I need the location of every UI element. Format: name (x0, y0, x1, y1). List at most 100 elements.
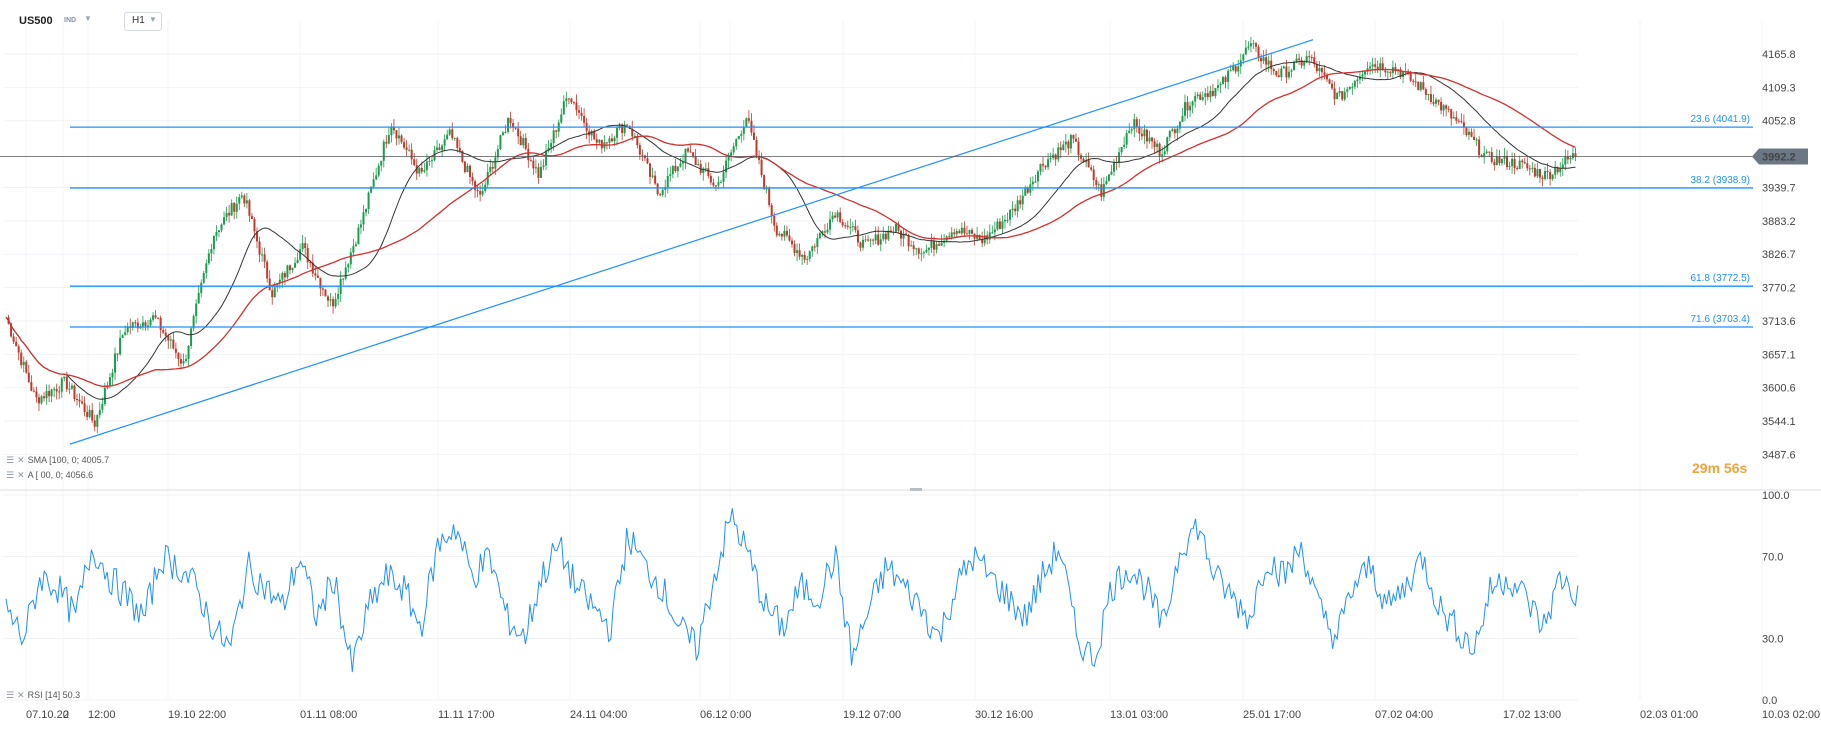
candle-body (114, 353, 117, 373)
candle-body (578, 110, 581, 113)
candle-body (425, 161, 428, 171)
candle-body (570, 98, 573, 103)
candle-body (732, 146, 735, 153)
candle-body (327, 296, 330, 301)
candle-body (846, 225, 849, 227)
candle-body (240, 195, 243, 198)
candle-body (441, 145, 444, 151)
candle-body (1189, 105, 1192, 111)
candle-body (922, 252, 925, 254)
candle-body (1097, 184, 1100, 186)
candle-body (1128, 130, 1131, 134)
candle-body (205, 263, 208, 274)
candle-body (793, 244, 796, 253)
candle-body (902, 233, 905, 239)
candle-body (727, 155, 730, 161)
candle-body (1171, 129, 1174, 132)
timeframe-selector[interactable]: H1 ▼ (124, 12, 162, 31)
candle-body (907, 235, 910, 247)
candle-body (45, 391, 48, 399)
candle-body (1389, 71, 1392, 74)
list-icon[interactable]: ☰ (6, 455, 15, 465)
candle-body (468, 165, 471, 177)
candle-body (1184, 102, 1186, 116)
candle-body (1077, 141, 1080, 156)
candle-body (841, 222, 844, 226)
candle-body (1293, 62, 1296, 71)
candle-body (91, 409, 94, 421)
candle-body (512, 123, 515, 128)
candle-body (763, 175, 766, 190)
candle-body (1275, 71, 1278, 76)
candle-body (380, 160, 383, 166)
candle-body (935, 244, 938, 250)
candle-body (271, 290, 274, 298)
candle-body (595, 139, 598, 143)
candle-body (1384, 70, 1387, 73)
candle-body (844, 225, 847, 227)
market-badge: IND (64, 17, 77, 24)
close-icon[interactable]: ✕ (17, 470, 25, 480)
candle-body (884, 233, 887, 240)
trendline[interactable] (69, 39, 1314, 445)
candle-body (608, 138, 611, 143)
candle-body (798, 250, 801, 257)
candle-body (854, 226, 857, 231)
candle-body (86, 412, 89, 417)
candle-body (1467, 131, 1470, 135)
candle-body (304, 243, 307, 248)
candle-body (1427, 94, 1430, 96)
candle-body (250, 215, 253, 220)
candle-body (70, 385, 73, 389)
candle-body (278, 279, 281, 284)
candle-body (598, 139, 601, 143)
candle-body (1313, 57, 1316, 65)
candle-body (296, 259, 299, 264)
candle-body (938, 244, 941, 246)
candle-body (403, 142, 406, 148)
candle-body (1135, 119, 1138, 127)
close-icon[interactable]: ✕ (17, 690, 25, 700)
close-icon[interactable]: ✕ (17, 455, 25, 465)
candle-body (932, 240, 935, 250)
indicator-legend-sma-100[interactable]: ☰ ✕ SMA [100, 0; 4005.7 (6, 455, 109, 466)
chevron-down-icon[interactable]: ▼ (84, 14, 92, 23)
candle-body (773, 215, 776, 226)
symbol-label[interactable]: US500 (19, 15, 53, 27)
list-icon[interactable]: ☰ (6, 470, 15, 480)
candle-body (111, 372, 114, 378)
pane-resize-handle[interactable] (910, 488, 922, 491)
candle-body (993, 229, 996, 233)
candle-body (1559, 167, 1562, 173)
candle-body (806, 258, 809, 260)
candle-body (981, 239, 984, 244)
candle-body (572, 102, 575, 104)
candle-body (1105, 180, 1108, 185)
sma-slow-line (5, 68, 1576, 387)
indicator-legend-rsi[interactable]: ☰ ✕ RSI [14] 50.3 (6, 690, 80, 701)
candle-body (1295, 58, 1298, 63)
candle-body (1034, 181, 1037, 183)
candle-body (410, 149, 413, 160)
candle-body (1369, 66, 1372, 69)
indicator-legend-sma-200[interactable]: ☰ ✕ A [ 00, 0; 4056.6 (6, 470, 93, 481)
candle-body (712, 182, 715, 186)
candle-body (1042, 163, 1045, 166)
candle-body (991, 232, 994, 234)
list-icon[interactable]: ☰ (6, 690, 15, 700)
candle-body (1064, 141, 1067, 145)
candle-body (273, 287, 276, 298)
candle-body (471, 176, 474, 182)
candle-body (1191, 101, 1194, 106)
candle-body (1014, 208, 1017, 212)
candle-body (613, 137, 616, 142)
candle-body (12, 336, 15, 342)
candle-body (311, 262, 314, 274)
candle-body (1546, 171, 1549, 173)
candle-body (1272, 69, 1275, 72)
candle-body (428, 160, 431, 162)
candle-body (1429, 94, 1432, 103)
candle-body (725, 160, 728, 173)
candle-body (783, 230, 786, 237)
